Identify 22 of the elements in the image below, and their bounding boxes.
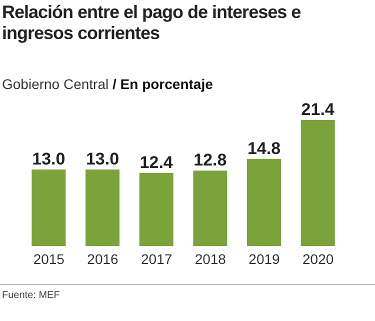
y-axis-title: / En porcentaje xyxy=(112,76,213,92)
bar xyxy=(86,169,120,246)
chart-subtitle: Gobierno Central xyxy=(2,76,109,92)
data-label: 21.4 xyxy=(301,100,335,119)
data-label: 12.8 xyxy=(194,150,227,170)
bar xyxy=(139,172,174,246)
data-label: 13.0 xyxy=(32,149,66,168)
bar xyxy=(193,170,228,246)
x-tick-label: 2016 xyxy=(87,250,119,267)
bar xyxy=(32,169,66,246)
x-tick-label: 2018 xyxy=(194,250,226,267)
bar xyxy=(300,120,335,246)
x-tick-label: 2020 xyxy=(302,250,334,267)
x-tick-label: 2019 xyxy=(248,250,280,267)
x-tick-label: 2015 xyxy=(33,250,65,267)
data-label: 13.0 xyxy=(86,149,120,168)
source-note: Fuente: MEF xyxy=(2,290,60,301)
data-label: 12.4 xyxy=(140,152,174,172)
x-tick-label: 2017 xyxy=(141,250,172,267)
bar xyxy=(247,158,282,246)
data-label: 14.8 xyxy=(247,138,281,158)
chart-title: Relación entre el pago de intereses e ingresos corrientes xyxy=(2,2,302,44)
